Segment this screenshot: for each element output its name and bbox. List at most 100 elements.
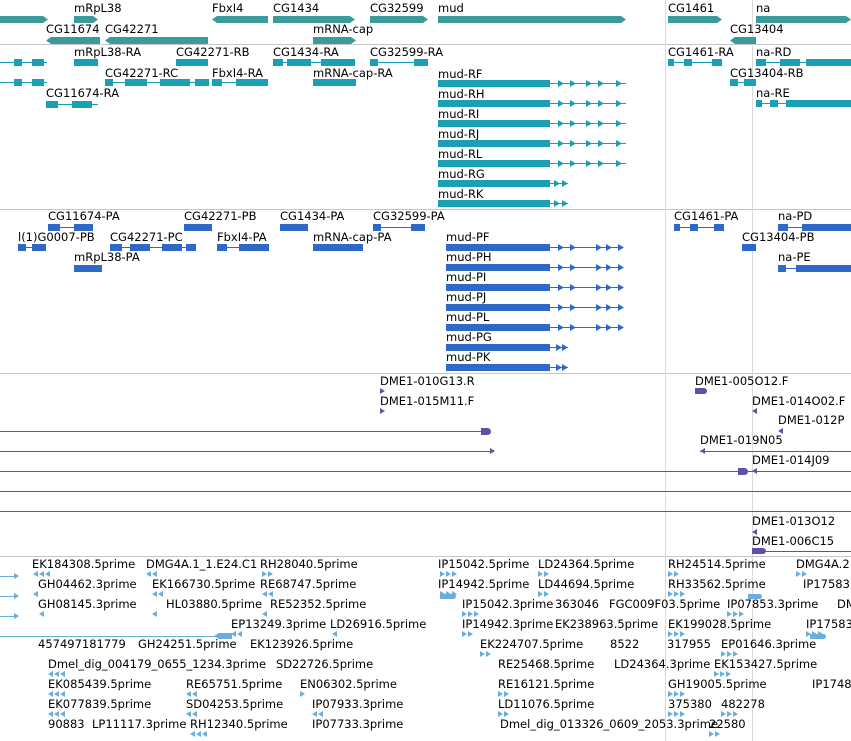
- est-55-marker[interactable]: [668, 711, 673, 717]
- transcript-na-RD-exon[interactable]: [780, 59, 800, 66]
- protein-mud-PI-exon[interactable]: [446, 284, 550, 291]
- transcript-CG1434-RA-exon[interactable]: [321, 59, 355, 66]
- protein-na-PD-exon[interactable]: [778, 224, 788, 231]
- transcript-left1-exon[interactable]: [32, 59, 44, 66]
- est-43-marker[interactable]: [802, 571, 807, 577]
- protein-CG13404-PB-exon[interactable]: [742, 244, 756, 251]
- protein-CG11674-PA-exon[interactable]: [74, 224, 93, 231]
- transcript-CG1434-RA-exon[interactable]: [287, 59, 311, 66]
- est-39-marker[interactable]: [504, 691, 509, 697]
- clone-line-1-end[interactable]: [481, 428, 491, 435]
- transcript-mud-RH-exon[interactable]: [438, 100, 550, 107]
- protein-CG42271-PB-exon[interactable]: [184, 224, 212, 231]
- est-2-marker[interactable]: [262, 571, 267, 577]
- protein-mud-PL-exon[interactable]: [446, 324, 550, 331]
- est-42-marker[interactable]: [668, 571, 673, 577]
- est-52-marker[interactable]: [726, 671, 731, 677]
- est-57-marker[interactable]: [715, 731, 720, 737]
- transcript-left2-exon[interactable]: [14, 79, 22, 86]
- transcript-mud-RF-exon[interactable]: [438, 80, 550, 87]
- gene-CG42271-bar[interactable]: [105, 37, 208, 44]
- clone-line-3-end[interactable]: [738, 468, 748, 475]
- protein-CG11674-PA-exon[interactable]: [48, 224, 60, 231]
- protein-FbxI4-PA-exon[interactable]: [217, 244, 227, 251]
- clone-DME1-015M11F-mark[interactable]: [380, 408, 385, 414]
- protein-CG32599-PA-exon[interactable]: [411, 224, 425, 231]
- est-26-marker[interactable]: [440, 571, 445, 577]
- est-30-marker[interactable]: [462, 611, 467, 617]
- transcript-mRNA-cap-RA-exon[interactable]: [313, 79, 356, 86]
- est-27-marker[interactable]: [538, 571, 543, 577]
- est-26-marker[interactable]: [452, 571, 457, 577]
- clone-DME1-005O12F-mark[interactable]: [695, 388, 707, 394]
- transcript-na-RE-exon[interactable]: [786, 100, 851, 107]
- est-9-marker[interactable]: [237, 631, 242, 637]
- gene-CG11674-bar[interactable]: [46, 37, 100, 44]
- protein-CG42271-PC-exon[interactable]: [130, 244, 150, 251]
- est-49-marker[interactable]: [806, 631, 811, 637]
- est-6-marker[interactable]: [39, 611, 44, 617]
- est-19-marker[interactable]: [48, 711, 53, 717]
- gene-FbxI4-bar[interactable]: [212, 16, 268, 23]
- est-18-marker[interactable]: [300, 691, 305, 697]
- est-edge-arrow-2[interactable]: [14, 593, 19, 599]
- clone-DME1-012P-mark[interactable]: [778, 428, 783, 434]
- transcript-na-RE-exon[interactable]: [770, 100, 778, 107]
- transcript-CG42271-RC-exon[interactable]: [125, 79, 147, 86]
- est-5-marker[interactable]: [262, 591, 267, 597]
- est-40-marker[interactable]: [504, 711, 509, 717]
- transcript-mud-RJ-exon[interactable]: [438, 140, 550, 147]
- est-35-marker[interactable]: [486, 651, 491, 657]
- est-51-marker[interactable]: [727, 651, 732, 657]
- est-16-marker[interactable]: [48, 691, 53, 697]
- transcript-CG11674-RA-exon[interactable]: [46, 101, 58, 108]
- gene-CG1434-bar[interactable]: [273, 16, 355, 23]
- transcript-CG1461-RA-exon[interactable]: [668, 59, 674, 66]
- clone-DME1-014O02F-mark[interactable]: [752, 408, 757, 414]
- transcript-CG1461-RA-exon[interactable]: [712, 59, 722, 66]
- gene-CG13404-bar[interactable]: [730, 37, 756, 44]
- transcript-CG32599-RA-exon[interactable]: [370, 59, 378, 66]
- transcript-mud-RI-exon[interactable]: [438, 120, 550, 127]
- protein-CG42271-PC-exon[interactable]: [186, 244, 196, 251]
- est-53-marker[interactable]: [674, 691, 679, 697]
- protein-na-PE-exon[interactable]: [796, 265, 851, 272]
- est-0-marker[interactable]: [33, 571, 38, 577]
- est-1-marker[interactable]: [146, 571, 151, 577]
- est-56-marker[interactable]: [727, 711, 732, 717]
- est-edge-block-4[interactable]: [214, 633, 232, 639]
- transcript-CG42271-RB-exon[interactable]: [176, 59, 208, 66]
- est-46-marker[interactable]: [727, 611, 732, 617]
- clone-DME1-014J09-mark[interactable]: [752, 468, 757, 474]
- est-29-marker[interactable]: [538, 591, 543, 597]
- transcript-left1-exon[interactable]: [14, 59, 22, 66]
- protein-na-PD-exon[interactable]: [802, 224, 851, 231]
- est-33-marker[interactable]: [462, 631, 467, 637]
- clone-DME1-010G13R-mark[interactable]: [380, 388, 385, 394]
- transcript-na-RE-exon[interactable]: [756, 100, 762, 107]
- transcript-FbxI4-RA-exon[interactable]: [212, 79, 222, 86]
- est-14-marker[interactable]: [54, 671, 59, 677]
- est-48-marker[interactable]: [668, 631, 673, 637]
- clone-DME1-006C15-mark[interactable]: [752, 548, 766, 554]
- transcript-CG42271-RC-exon[interactable]: [160, 79, 190, 86]
- est-0-marker[interactable]: [39, 571, 44, 577]
- est-20-marker[interactable]: [186, 711, 191, 717]
- gene-mRpL38-bar[interactable]: [74, 16, 98, 23]
- protein-CG1461-PA-exon[interactable]: [674, 224, 680, 231]
- transcript-na-RD-exon[interactable]: [806, 59, 851, 66]
- est-39-marker[interactable]: [498, 691, 503, 697]
- protein-mRNA-cap-PA-exon[interactable]: [313, 244, 363, 251]
- gene-mRNA-cap-bar[interactable]: [313, 37, 356, 44]
- est-53-marker[interactable]: [680, 691, 685, 697]
- transcript-CG32599-RA-exon[interactable]: [414, 59, 428, 66]
- transcript-CG42271-RC-exon[interactable]: [195, 79, 209, 86]
- est-4-marker[interactable]: [152, 591, 157, 597]
- clone-DME1-013O12-mark[interactable]: [752, 529, 757, 535]
- est-55-marker[interactable]: [680, 711, 685, 717]
- est-46-marker[interactable]: [739, 611, 744, 617]
- transcript-CG1434-RA-exon[interactable]: [273, 59, 283, 66]
- clone-line-2-arrow[interactable]: [490, 448, 495, 454]
- est-2-marker[interactable]: [268, 571, 273, 577]
